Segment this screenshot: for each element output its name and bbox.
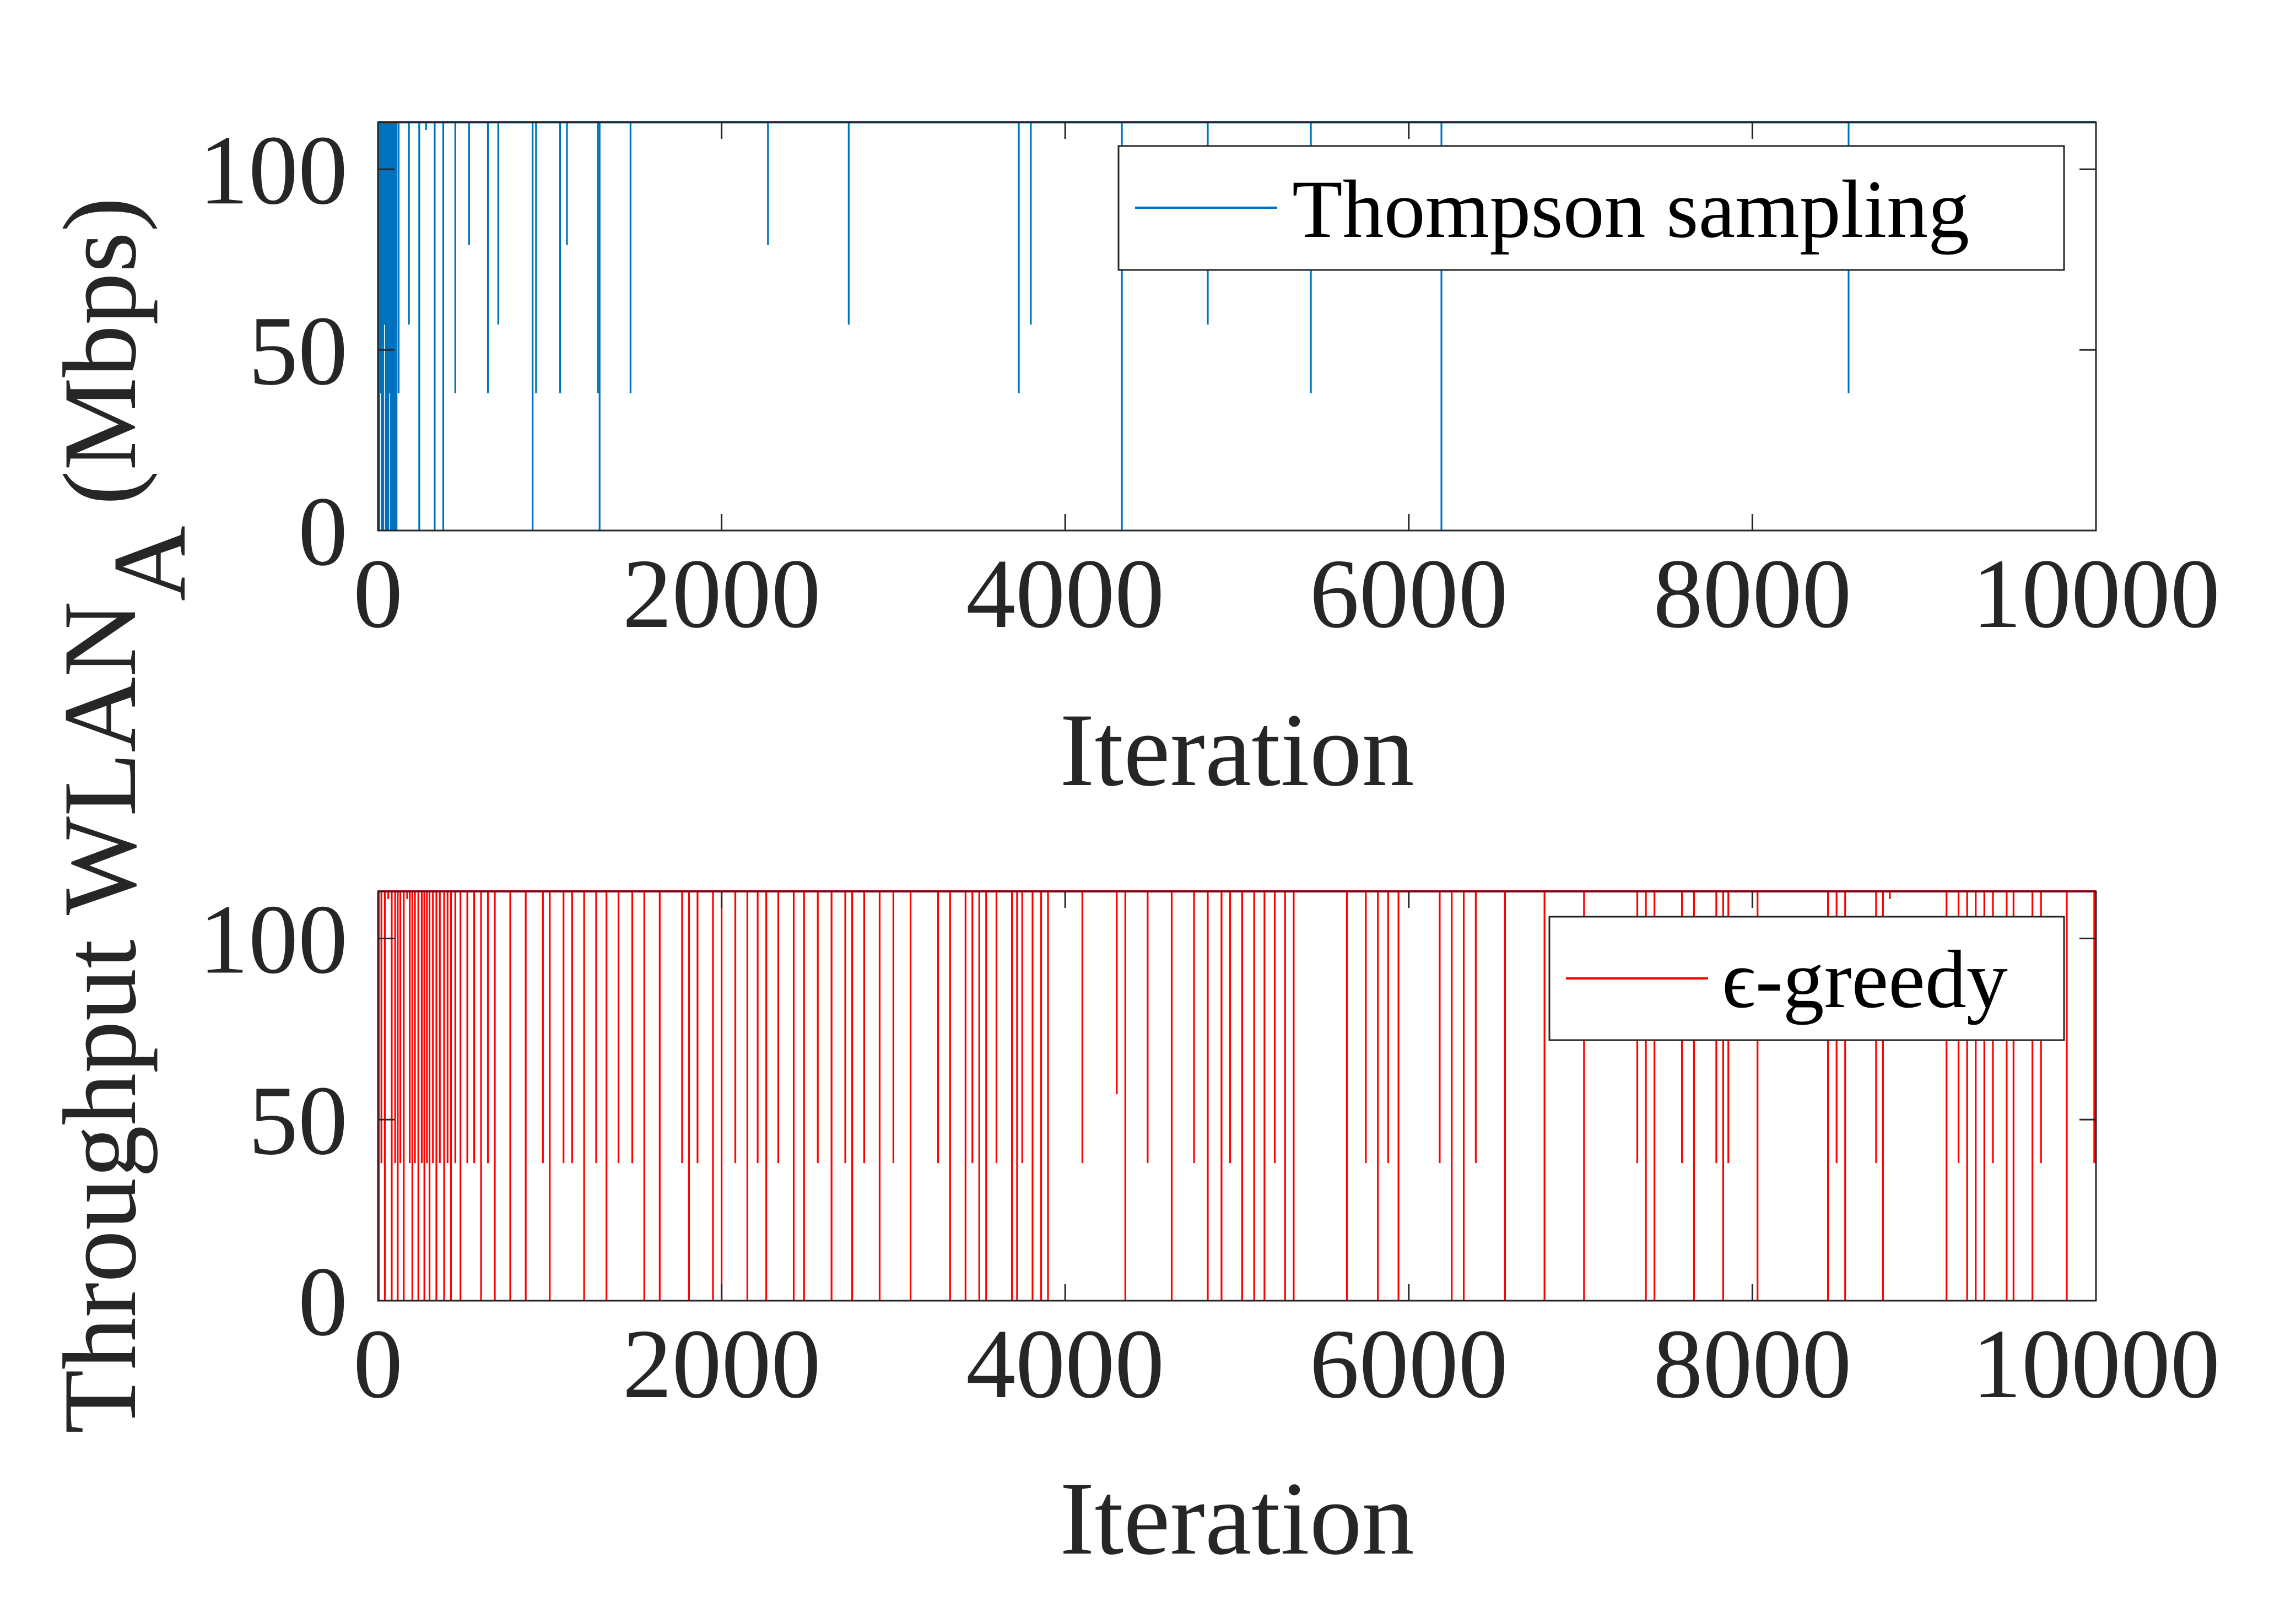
y-tick-label: 0 (298, 477, 348, 586)
axes-box (377, 890, 2097, 1302)
y-tick-label: 100 (199, 115, 348, 225)
x-tick-label: 10000 (1972, 1309, 2220, 1419)
x-tick-label: 8000 (1653, 539, 1851, 648)
x-tick-label: 10000 (1972, 539, 2220, 648)
legend: Thompson sampling (1117, 145, 2065, 271)
y-tick-label: 50 (248, 1065, 348, 1175)
series-thompson-sampling (377, 121, 2096, 531)
y-axis-label-suffix: (Mbps) (42, 197, 158, 532)
y-tick-label: 50 (248, 296, 348, 405)
x-tick-label: 0 (353, 1309, 403, 1419)
x-tick-label: 8000 (1653, 1309, 1851, 1419)
panel-epsilon-greedy: 0 2000 4000 6000 8000 10000 0 50 100 ϵ-greedy It… (199, 884, 2220, 1577)
x-tick-label: 2000 (623, 539, 821, 648)
y-axis-label-subscript: A (92, 526, 208, 601)
x-tick-label: 2000 (623, 1309, 821, 1419)
y-axis-label: Throughput WLANA (Mbps) (42, 197, 208, 1434)
y-tick-label: 100 (199, 884, 348, 994)
y-tick-label: 0 (298, 1247, 348, 1356)
x-axis-label: Iteration (1060, 692, 1414, 808)
ticks: 0 2000 4000 6000 8000 10000 0 50 100 (199, 115, 2220, 648)
legend-box (1548, 916, 2065, 1041)
x-tick-label: 6000 (1310, 1309, 1508, 1419)
legend-label: Thompson sampling (1292, 164, 1969, 255)
legend: ϵ-greedy (1548, 916, 2065, 1041)
y-axis-label-prefix: Throughput WLAN (42, 601, 158, 1433)
x-axis-label: Iteration (1060, 1461, 1414, 1577)
axes-box (377, 121, 2097, 532)
x-tick-label: 6000 (1310, 539, 1508, 648)
x-tick-label: 0 (353, 539, 403, 648)
panel-thompson-sampling: 0 2000 4000 6000 8000 10000 0 50 100 Thompson sa… (199, 115, 2220, 808)
legend-label: ϵ-greedy (1722, 934, 2008, 1025)
ticks: 0 2000 4000 6000 8000 10000 0 50 100 (199, 884, 2220, 1419)
series-epsilon-greedy (377, 890, 2096, 1301)
x-tick-label: 4000 (966, 539, 1164, 648)
x-tick-label: 4000 (966, 1309, 1164, 1419)
